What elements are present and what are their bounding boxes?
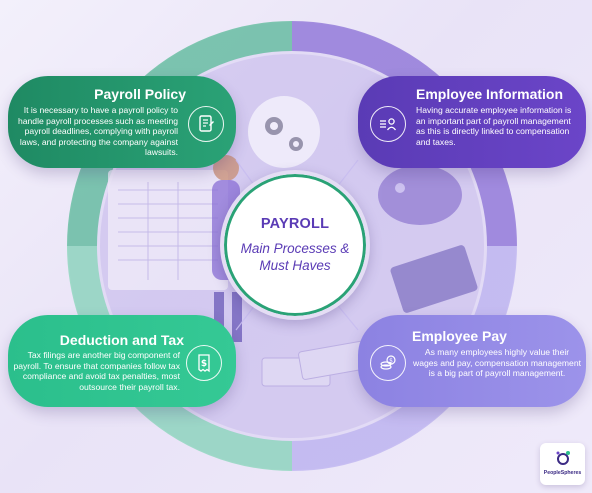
hub-title: PAYROLL (260, 216, 330, 232)
svg-text:$: $ (389, 358, 393, 365)
coins-icon: $ (370, 345, 406, 381)
card-body: As many employees highly value their wag… (412, 347, 581, 379)
hub-subtitle-line1: Main Processes & (240, 241, 350, 256)
policy-document-icon (188, 106, 224, 142)
card-body: Tax filings are another big component of… (13, 350, 180, 392)
peoplespheres-logo: PeopleSpheres (540, 443, 585, 485)
tax-receipt-icon: $ (186, 345, 222, 381)
card-title: Employee Information (416, 86, 564, 102)
hub-subtitle: Main Processes & Must Haves (230, 240, 360, 274)
card-payroll-policy: Payroll Policy It is necessary to have a… (8, 76, 236, 168)
hub-subtitle-line2: Must Haves (259, 258, 331, 273)
card-deduction-and-tax: Deduction and Tax Tax filings are anothe… (8, 315, 236, 407)
card-title: Payroll Policy (94, 86, 186, 102)
cash-illustration (261, 340, 372, 387)
card-title: Employee Pay (412, 328, 507, 344)
center-hub: PAYROLL Main Processes & Must Haves (220, 170, 370, 320)
calculator-illustration (390, 245, 478, 313)
employee-profile-icon (370, 106, 406, 142)
svg-text:$: $ (201, 359, 207, 369)
peoplespheres-logo-icon (556, 451, 570, 465)
piggy-bank-icon (378, 165, 462, 225)
card-employee-information: Employee Information Having accurate emp… (358, 76, 586, 168)
card-body: Having accurate employee information is … (416, 105, 572, 147)
logo-text: PeopleSpheres (543, 470, 582, 476)
card-employee-pay: Employee Pay As many employees highly va… (358, 315, 586, 407)
card-body: It is necessary to have a payroll policy… (17, 105, 178, 158)
card-title: Deduction and Tax (59, 332, 184, 348)
